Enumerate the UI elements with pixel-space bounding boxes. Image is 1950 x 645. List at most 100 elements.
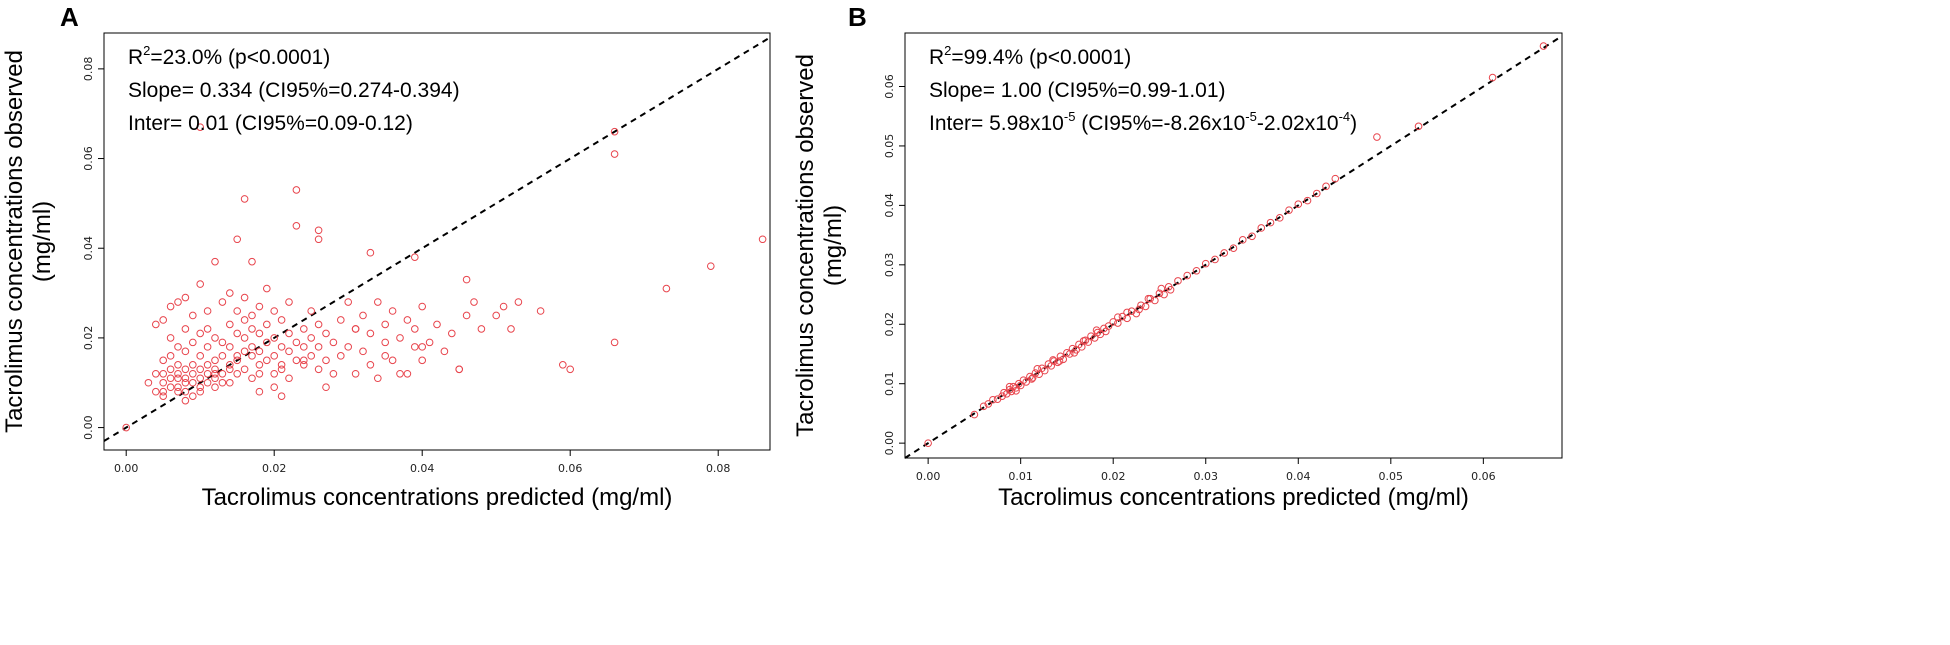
data-point <box>203 361 212 369</box>
panel-label-b: B <box>848 2 867 32</box>
data-point <box>1144 294 1153 303</box>
data-point <box>344 298 353 306</box>
data-point <box>218 369 227 378</box>
data-point <box>381 320 390 329</box>
y-tick-label: 0.01 <box>883 371 896 396</box>
y-axis-title: Tacrolimus concentrations observed <box>1 50 28 433</box>
data-point <box>388 307 397 315</box>
data-point <box>411 253 419 261</box>
data-point <box>403 316 412 324</box>
data-point <box>1373 133 1381 141</box>
data-point <box>322 383 330 392</box>
data-point <box>610 338 619 347</box>
data-point <box>277 343 286 351</box>
data-point <box>359 347 367 356</box>
data-point <box>1539 42 1548 50</box>
annotation-text: Inter= 5.98x10 <box>929 112 1064 135</box>
data-point <box>233 235 241 244</box>
annotation-text: R <box>929 46 944 69</box>
data-point <box>226 378 234 387</box>
data-point <box>307 352 316 360</box>
data-point <box>218 298 227 306</box>
data-point <box>255 387 264 396</box>
data-point <box>322 329 330 338</box>
identity-line <box>103 36 771 442</box>
data-point <box>166 302 175 311</box>
data-point <box>351 325 360 333</box>
y-axis-title-units: (mg/ml) <box>820 205 847 286</box>
data-point <box>1229 244 1238 252</box>
data-point <box>418 356 427 365</box>
data-point <box>255 329 264 338</box>
data-point <box>181 387 190 396</box>
data-point <box>166 352 175 360</box>
data-point <box>226 343 234 351</box>
data-point <box>292 338 301 347</box>
annotation-text: =99.4% (p<0.0001) <box>951 46 1131 69</box>
data-point <box>1070 348 1079 357</box>
data-point <box>218 378 227 387</box>
data-point <box>211 257 219 266</box>
data-point <box>277 392 286 400</box>
x-tick-label: 0.00 <box>114 462 139 475</box>
plot-frame <box>103 32 771 451</box>
data-point <box>989 395 997 404</box>
data-point <box>248 352 256 360</box>
data-point <box>1238 236 1247 244</box>
data-point <box>233 352 241 360</box>
data-point <box>440 347 449 356</box>
annotation-line: R2=99.4% (p<0.0001) <box>929 43 1131 69</box>
data-point <box>203 325 212 333</box>
data-point <box>189 338 197 347</box>
annotation-text: =23.0% (p<0.0001) <box>150 46 330 69</box>
data-point <box>1248 232 1256 241</box>
data-point <box>277 316 286 324</box>
annotation-text: (CI95%=-8.26x10 <box>1075 112 1245 135</box>
data-point <box>979 402 988 411</box>
data-point <box>263 356 271 365</box>
data-point <box>189 311 197 320</box>
data-point <box>1033 365 1042 373</box>
y-tick-label: 0.04 <box>82 236 95 261</box>
data-point <box>1294 200 1303 208</box>
data-point <box>1068 344 1077 353</box>
data-point <box>255 347 264 356</box>
y-tick-label: 0.08 <box>82 57 95 82</box>
data-point <box>226 320 234 329</box>
data-point <box>211 369 219 378</box>
data-point <box>285 298 293 306</box>
data-point <box>300 361 308 369</box>
y-tick-label: 0.03 <box>883 253 896 278</box>
data-point <box>366 329 375 338</box>
data-point <box>240 195 249 203</box>
data-point <box>211 356 219 365</box>
data-point <box>300 343 308 351</box>
data-point <box>396 334 404 342</box>
annotation-line: R2=23.0% (p<0.0001) <box>128 43 330 69</box>
x-tick-label: 0.01 <box>1008 470 1033 483</box>
x-tick-label: 0.06 <box>558 462 583 475</box>
data-point <box>359 311 367 320</box>
data-point <box>277 365 286 374</box>
data-point <box>248 311 256 320</box>
data-point <box>425 338 434 347</box>
data-point <box>462 311 471 320</box>
data-point <box>1084 338 1093 346</box>
plot-frame <box>904 32 1563 459</box>
data-point <box>374 374 382 383</box>
data-point <box>174 343 182 351</box>
data-point <box>514 298 523 306</box>
panel-label-a: A <box>60 2 79 32</box>
data-point <box>758 235 767 244</box>
annotation-line: Inter= 5.98x10-5 (CI95%=-8.26x10-5-2.02x… <box>929 109 1357 135</box>
data-point <box>203 307 212 315</box>
data-point <box>1312 189 1321 198</box>
data-point <box>1012 387 1020 395</box>
data-point <box>1174 277 1182 285</box>
data-point <box>1157 284 1166 293</box>
y-tick-label: 0.06 <box>82 146 95 171</box>
data-point <box>203 378 212 387</box>
data-point <box>255 361 264 369</box>
annotation-text: ) <box>1350 112 1357 135</box>
annotation-superscript: -4 <box>1339 109 1351 124</box>
